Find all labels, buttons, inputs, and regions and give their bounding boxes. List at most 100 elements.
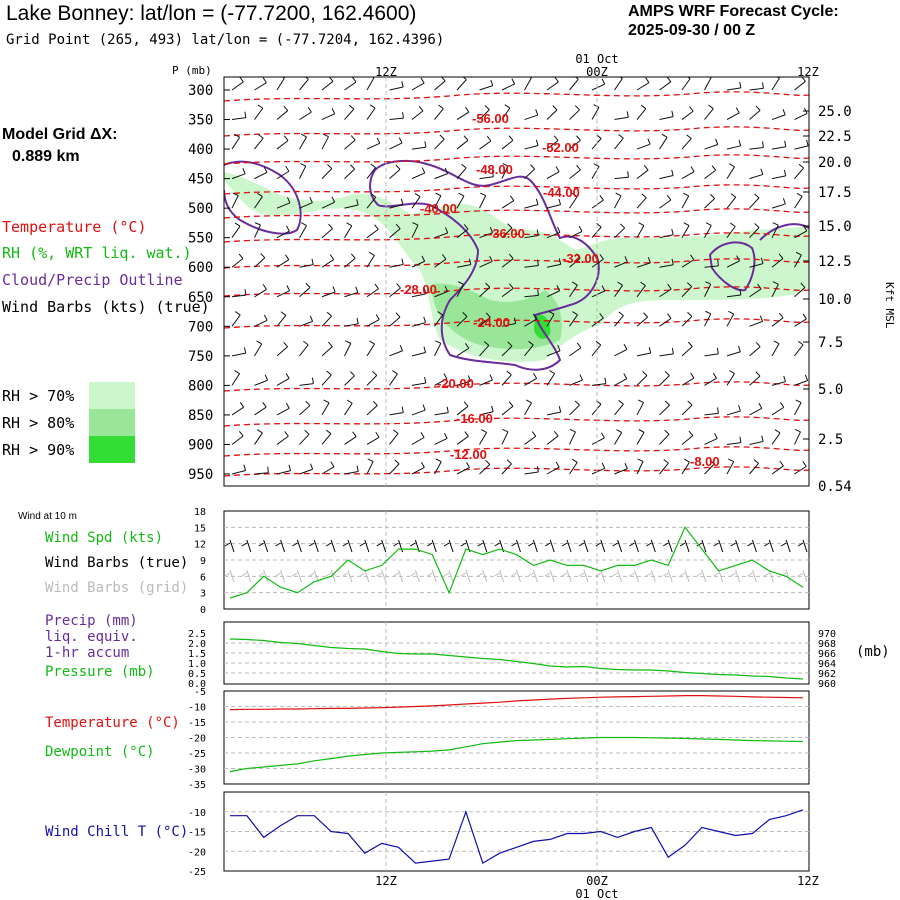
wind-barb	[276, 202, 291, 209]
wind-barb-grid	[802, 569, 808, 583]
wind-barb	[524, 114, 538, 121]
wind-barb-grid	[364, 569, 370, 583]
wind-barb-flag	[491, 405, 494, 412]
wind-barb-flag	[690, 254, 695, 261]
wind-barb-flag	[555, 166, 560, 172]
wind-barb-flag	[717, 407, 719, 414]
wind-barb-flag	[375, 431, 380, 438]
wind-barb-flag	[374, 283, 379, 290]
wind-barb-true	[448, 539, 454, 553]
wind-barb-flag	[509, 283, 514, 289]
wind-barb	[456, 467, 470, 475]
wind-barb	[524, 471, 539, 475]
wind-barb-flag	[323, 399, 330, 404]
wind-barb-flag	[258, 134, 264, 139]
wind-barb-true	[600, 539, 606, 553]
wind-barb-flag	[441, 254, 447, 260]
wind-barb-grid-flag	[494, 572, 500, 577]
wind-barb	[681, 346, 693, 357]
wind-barb-grid-flag	[797, 572, 804, 577]
wind-barb	[681, 138, 692, 150]
wind-barb	[704, 265, 719, 268]
wind-barb	[366, 288, 379, 298]
legend-rh90: RH > 90%	[2, 441, 75, 459]
wind-barb-flag	[326, 311, 332, 317]
wind-barb	[389, 287, 401, 298]
wind-barb	[659, 317, 672, 327]
wind-barb-true-flag	[730, 542, 736, 547]
wind-barb-flag	[392, 429, 399, 434]
wind-barb	[254, 224, 261, 238]
wind-barb	[366, 405, 378, 416]
wind-barb-grid-flag	[662, 572, 669, 577]
wind-barb	[411, 466, 425, 475]
wind-barb-flag	[423, 287, 427, 294]
wind-barb	[726, 145, 741, 150]
wind-barb-true-flag	[679, 542, 686, 547]
wind-barb-flag	[301, 133, 307, 138]
wind-barb-flag	[331, 108, 336, 114]
wind-barb-flag	[421, 255, 426, 262]
wind-barb-flag	[536, 229, 539, 236]
wind-barb-flag	[483, 341, 490, 346]
wind-barb	[299, 165, 307, 179]
wind-barb-grid-flag	[224, 572, 231, 577]
wind-barb	[479, 379, 493, 386]
wind-barb-true	[482, 539, 488, 553]
wind-barb-flag	[437, 311, 443, 316]
wind-barb	[254, 107, 264, 120]
wind-barb-flag	[374, 224, 379, 230]
wind-barb	[591, 403, 602, 416]
wind-barb-flag	[729, 163, 735, 168]
wind-barb	[411, 110, 424, 120]
wind-barb-flag	[283, 135, 289, 141]
wind-barb-grid-flag	[578, 572, 585, 577]
wind-barb	[276, 230, 290, 239]
wind-barb-flag	[424, 377, 427, 384]
wind-barb-flag	[714, 433, 718, 439]
wind-barb-flag	[350, 253, 356, 259]
wind-barb	[501, 374, 512, 386]
temperature-contour-label: -8.00	[690, 454, 720, 469]
wind-barb-flag	[739, 81, 742, 88]
wind-barb	[321, 136, 329, 150]
wind-barb-flag	[481, 429, 487, 433]
wind-barb-flag	[242, 168, 246, 174]
wind-barb-flag	[755, 105, 761, 111]
wind-barb-flag	[730, 193, 737, 198]
wind-barb	[591, 383, 606, 386]
wind-barb	[344, 225, 353, 238]
wind-barb	[254, 432, 263, 445]
pressure-tick-label: 500	[188, 201, 213, 217]
wind-barb	[749, 346, 761, 357]
precip-tick-label: 0.5	[188, 669, 206, 680]
pressure-tick-label: 600	[188, 260, 213, 276]
wind-barb	[344, 375, 355, 386]
wind-barb	[591, 199, 604, 209]
wind-barb-flag	[623, 373, 628, 379]
wind-barb-flag	[553, 135, 559, 141]
wind-barb-flag	[260, 253, 266, 259]
wind-barb	[771, 317, 784, 327]
wind-barb-true-flag	[224, 542, 231, 547]
wind-barb	[569, 284, 578, 298]
wind-barb-flag	[601, 285, 606, 292]
wind-barb	[321, 168, 333, 179]
wind-barb	[321, 346, 333, 357]
wind-barb-flag	[571, 458, 578, 463]
wind-barb-flag	[601, 462, 606, 469]
wind-barb	[681, 286, 693, 298]
wind-barb-true-flag	[376, 542, 382, 547]
wind-barb	[771, 406, 785, 416]
wind-barb-flag	[485, 459, 491, 465]
wind-barb	[704, 463, 715, 475]
wind-barb-grid-flag	[393, 572, 399, 577]
wind-barb-flag	[234, 133, 240, 138]
wind-barb	[749, 109, 761, 120]
wind-barb	[546, 466, 560, 475]
wind-barb	[276, 378, 290, 386]
wind-spd-label: Wind Spd (kts)	[45, 530, 163, 546]
wind-barb-grid-flag	[629, 572, 635, 577]
wind-barb-grid-flag	[477, 572, 484, 577]
